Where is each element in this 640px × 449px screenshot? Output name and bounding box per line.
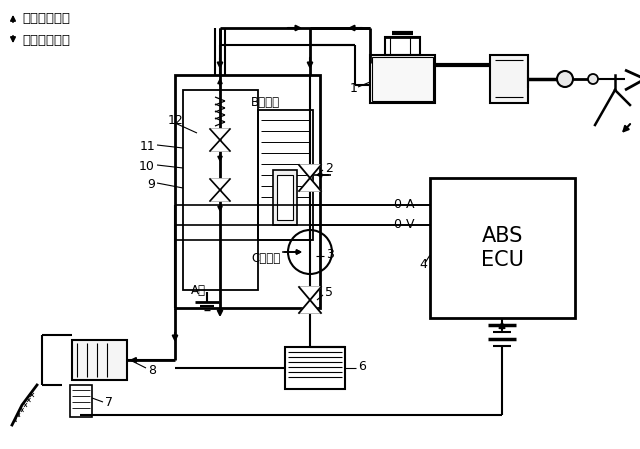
Bar bbox=[72, 340, 127, 380]
Text: 4: 4 bbox=[419, 259, 427, 272]
Text: C孔关闭: C孔关闭 bbox=[252, 251, 280, 264]
Text: 制动踏板踩下: 制动踏板踩下 bbox=[22, 34, 70, 47]
Text: 10: 10 bbox=[139, 160, 155, 173]
Polygon shape bbox=[299, 287, 321, 300]
Polygon shape bbox=[299, 300, 321, 313]
Text: 0 V: 0 V bbox=[394, 219, 415, 232]
Polygon shape bbox=[210, 179, 230, 190]
Text: A孔: A孔 bbox=[191, 283, 205, 296]
Bar bbox=[490, 55, 528, 103]
Polygon shape bbox=[210, 129, 230, 140]
Bar bbox=[372, 57, 433, 101]
Bar bbox=[183, 90, 258, 290]
Bar bbox=[285, 347, 345, 389]
Text: B孔打开: B孔打开 bbox=[250, 96, 280, 109]
Text: ABS
ECU: ABS ECU bbox=[481, 226, 524, 269]
Text: 2: 2 bbox=[325, 162, 333, 175]
Polygon shape bbox=[299, 165, 321, 178]
Text: 11: 11 bbox=[140, 141, 155, 154]
Text: 8: 8 bbox=[148, 364, 156, 377]
Polygon shape bbox=[210, 140, 230, 151]
Circle shape bbox=[557, 71, 573, 87]
Text: 3: 3 bbox=[326, 248, 334, 261]
Text: 制动踏板放松: 制动踏板放松 bbox=[22, 13, 70, 26]
Polygon shape bbox=[299, 178, 321, 191]
Polygon shape bbox=[210, 190, 230, 201]
Text: 7: 7 bbox=[105, 396, 113, 409]
Bar bbox=[175, 75, 320, 308]
Bar bbox=[277, 175, 293, 220]
Text: 12: 12 bbox=[168, 114, 184, 127]
Text: 5: 5 bbox=[325, 286, 333, 299]
Bar bbox=[70, 385, 92, 417]
Bar bbox=[370, 55, 435, 103]
Text: 0 A: 0 A bbox=[394, 198, 415, 211]
Circle shape bbox=[588, 74, 598, 84]
Bar bbox=[258, 110, 313, 240]
Text: 9: 9 bbox=[147, 179, 155, 192]
Text: 1: 1 bbox=[350, 82, 358, 94]
Bar bbox=[385, 37, 420, 55]
Bar bbox=[430, 178, 575, 318]
Text: 6: 6 bbox=[358, 361, 366, 374]
Bar bbox=[273, 170, 297, 225]
